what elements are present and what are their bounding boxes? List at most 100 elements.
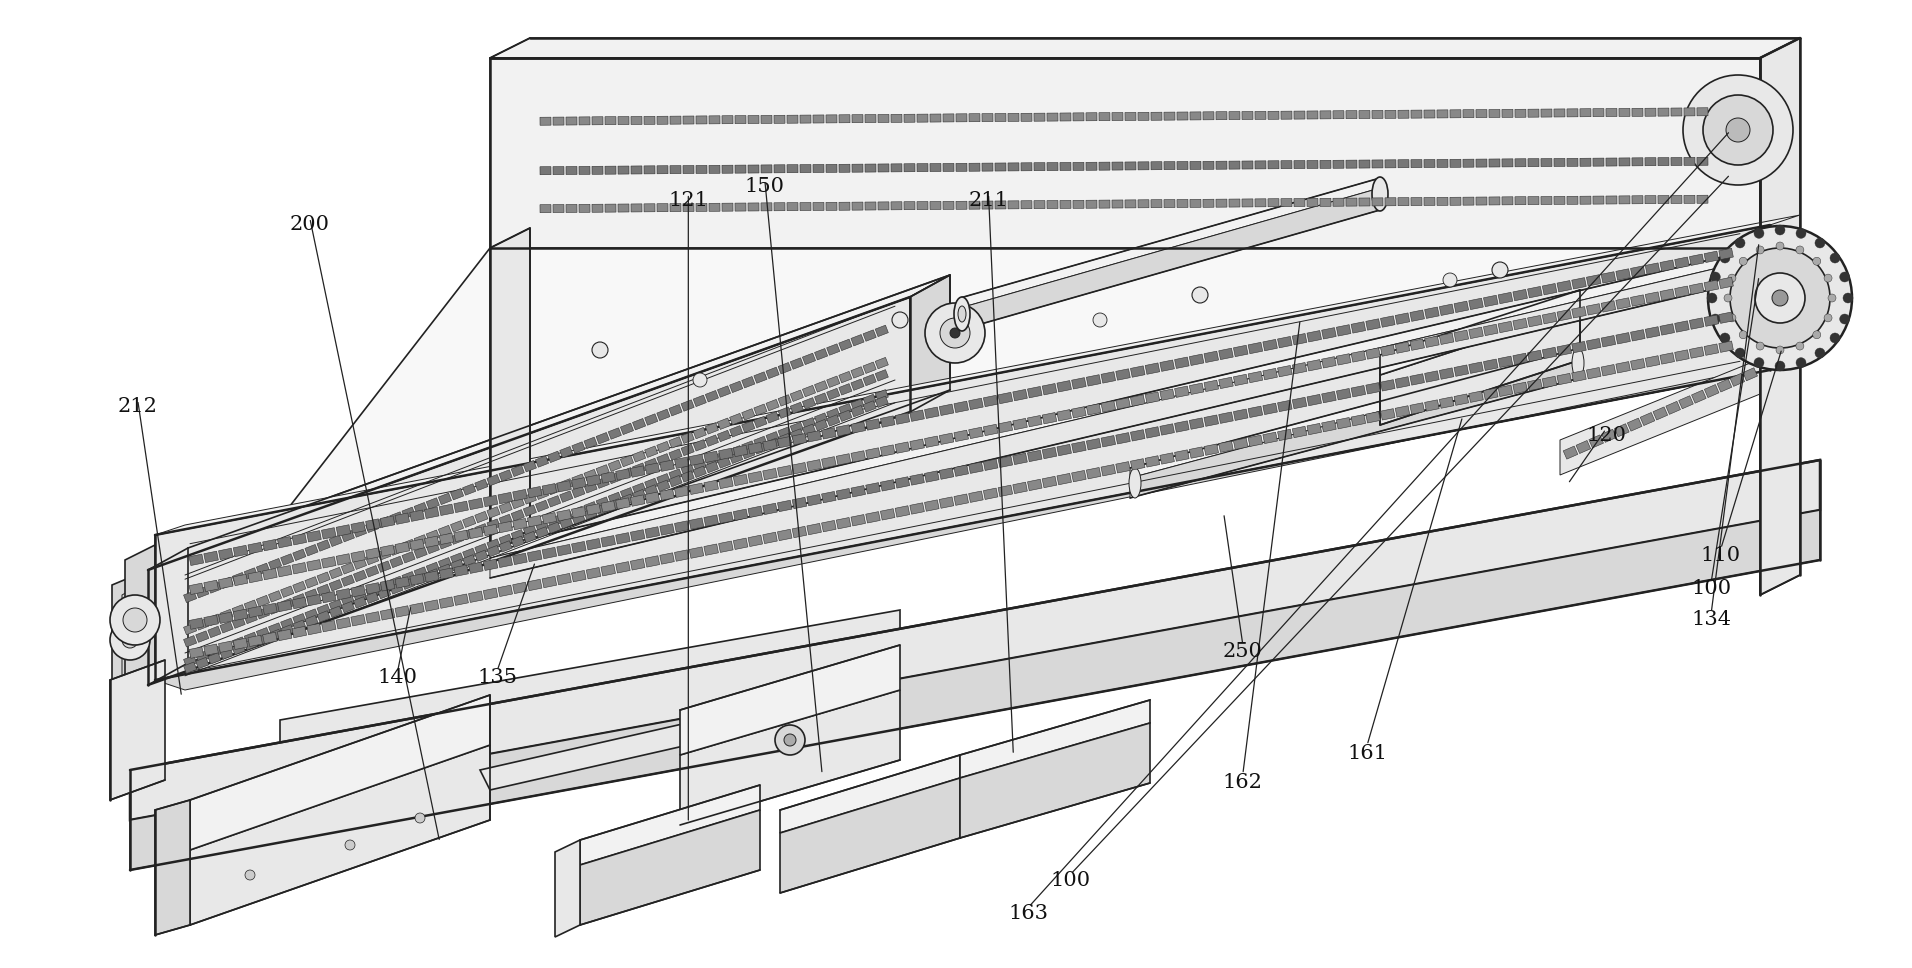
Polygon shape: [380, 516, 396, 528]
Polygon shape: [851, 515, 866, 526]
Circle shape: [1734, 238, 1746, 248]
Polygon shape: [1203, 111, 1214, 120]
Polygon shape: [474, 479, 488, 491]
Polygon shape: [1484, 295, 1497, 307]
Polygon shape: [675, 457, 688, 469]
Polygon shape: [402, 539, 415, 551]
Polygon shape: [1174, 357, 1189, 369]
Polygon shape: [1130, 358, 1579, 498]
Polygon shape: [1528, 159, 1539, 166]
Polygon shape: [268, 559, 281, 570]
Polygon shape: [1453, 365, 1468, 377]
Polygon shape: [124, 545, 155, 697]
Polygon shape: [390, 583, 403, 594]
Polygon shape: [774, 115, 786, 123]
Polygon shape: [245, 639, 258, 650]
Text: 100: 100: [1052, 871, 1090, 891]
Circle shape: [1191, 287, 1208, 303]
Polygon shape: [218, 641, 233, 652]
Circle shape: [1094, 313, 1107, 327]
Polygon shape: [1308, 394, 1321, 406]
Polygon shape: [539, 166, 551, 175]
Circle shape: [344, 840, 356, 850]
Polygon shape: [1587, 339, 1600, 349]
Polygon shape: [1593, 108, 1604, 117]
Polygon shape: [365, 583, 380, 594]
Polygon shape: [1631, 266, 1644, 277]
Polygon shape: [489, 38, 1799, 58]
Polygon shape: [1719, 312, 1734, 323]
Polygon shape: [579, 166, 591, 174]
Polygon shape: [1048, 200, 1057, 208]
Polygon shape: [535, 456, 549, 468]
Polygon shape: [220, 577, 233, 589]
Polygon shape: [1572, 342, 1587, 352]
Polygon shape: [195, 587, 208, 598]
Polygon shape: [1499, 292, 1512, 304]
Polygon shape: [262, 539, 277, 551]
Polygon shape: [337, 618, 350, 629]
Polygon shape: [1398, 197, 1409, 206]
Polygon shape: [1411, 197, 1423, 205]
Polygon shape: [1572, 278, 1587, 289]
Polygon shape: [390, 576, 403, 588]
Polygon shape: [1541, 109, 1553, 117]
Polygon shape: [597, 433, 610, 444]
Polygon shape: [1113, 200, 1122, 208]
Polygon shape: [231, 644, 245, 654]
Polygon shape: [644, 492, 660, 503]
Polygon shape: [480, 720, 709, 790]
Circle shape: [1776, 346, 1784, 354]
Polygon shape: [1719, 341, 1734, 352]
Polygon shape: [600, 500, 616, 512]
Polygon shape: [895, 442, 910, 453]
Polygon shape: [1579, 197, 1591, 204]
Polygon shape: [409, 603, 424, 614]
Polygon shape: [925, 408, 939, 418]
Polygon shape: [644, 446, 658, 458]
Polygon shape: [1631, 330, 1644, 341]
Polygon shape: [402, 507, 415, 519]
Polygon shape: [1398, 110, 1409, 118]
Polygon shape: [969, 491, 983, 502]
Polygon shape: [839, 202, 851, 210]
Polygon shape: [851, 367, 864, 378]
Polygon shape: [1048, 113, 1057, 121]
Polygon shape: [256, 608, 270, 619]
Polygon shape: [547, 496, 560, 507]
Polygon shape: [694, 395, 706, 407]
Polygon shape: [111, 660, 164, 800]
Polygon shape: [511, 529, 524, 541]
Polygon shape: [1704, 280, 1719, 291]
Circle shape: [1830, 253, 1839, 263]
Circle shape: [1728, 314, 1736, 322]
Polygon shape: [1633, 108, 1642, 116]
Polygon shape: [994, 113, 1006, 122]
Polygon shape: [205, 644, 218, 655]
Circle shape: [1795, 357, 1807, 368]
Polygon shape: [608, 472, 621, 484]
Polygon shape: [1151, 162, 1162, 169]
Text: 212: 212: [119, 397, 157, 416]
Polygon shape: [1319, 161, 1331, 168]
Polygon shape: [1365, 411, 1380, 423]
Polygon shape: [717, 431, 730, 441]
Polygon shape: [815, 393, 828, 405]
Polygon shape: [511, 498, 524, 509]
Polygon shape: [669, 437, 683, 448]
Polygon shape: [463, 516, 476, 528]
Polygon shape: [365, 519, 380, 530]
Polygon shape: [1151, 199, 1162, 208]
Polygon shape: [535, 527, 549, 538]
Polygon shape: [681, 690, 901, 825]
Polygon shape: [1308, 111, 1317, 119]
Polygon shape: [1675, 257, 1688, 268]
Polygon shape: [572, 477, 587, 489]
Polygon shape: [497, 586, 512, 596]
Circle shape: [1727, 118, 1749, 142]
Polygon shape: [1438, 160, 1447, 167]
Polygon shape: [293, 620, 306, 631]
Circle shape: [784, 734, 795, 746]
Polygon shape: [1424, 197, 1436, 205]
Polygon shape: [706, 423, 719, 434]
